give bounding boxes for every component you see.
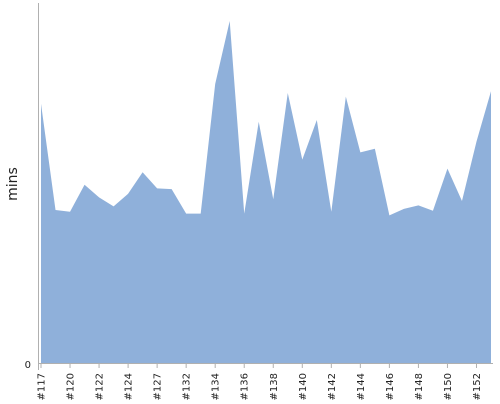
axes: #117 #120 #122 #124 #127 #132 #134 #136 #138 #140…	[37, 3, 493, 400]
x-tick-label: #134	[211, 373, 222, 400]
x-tick-label: #132	[182, 373, 193, 400]
x-tick-label: #136	[240, 373, 251, 400]
x-tick-label: #142	[327, 373, 338, 400]
x-tick-label: #117	[37, 373, 48, 400]
x-tick-label: #127	[153, 373, 164, 400]
x-tick-label: #120	[66, 373, 77, 400]
x-tick-label: #146	[385, 373, 396, 400]
x-tick-label: #144	[356, 373, 367, 400]
x-tick-label: #124	[124, 373, 135, 400]
x-tick-label: #150	[443, 373, 454, 400]
x-tick-label: #152	[472, 373, 483, 400]
y-axis-title: mins	[5, 167, 21, 201]
plot-area	[41, 21, 491, 363]
x-tick-label: #148	[414, 373, 425, 400]
y-tick-label: 0	[25, 360, 31, 371]
x-tick-label: #122	[95, 373, 106, 400]
area-series	[41, 21, 491, 363]
x-tick-label: #140	[298, 373, 309, 400]
x-tick-label: #138	[269, 373, 280, 400]
